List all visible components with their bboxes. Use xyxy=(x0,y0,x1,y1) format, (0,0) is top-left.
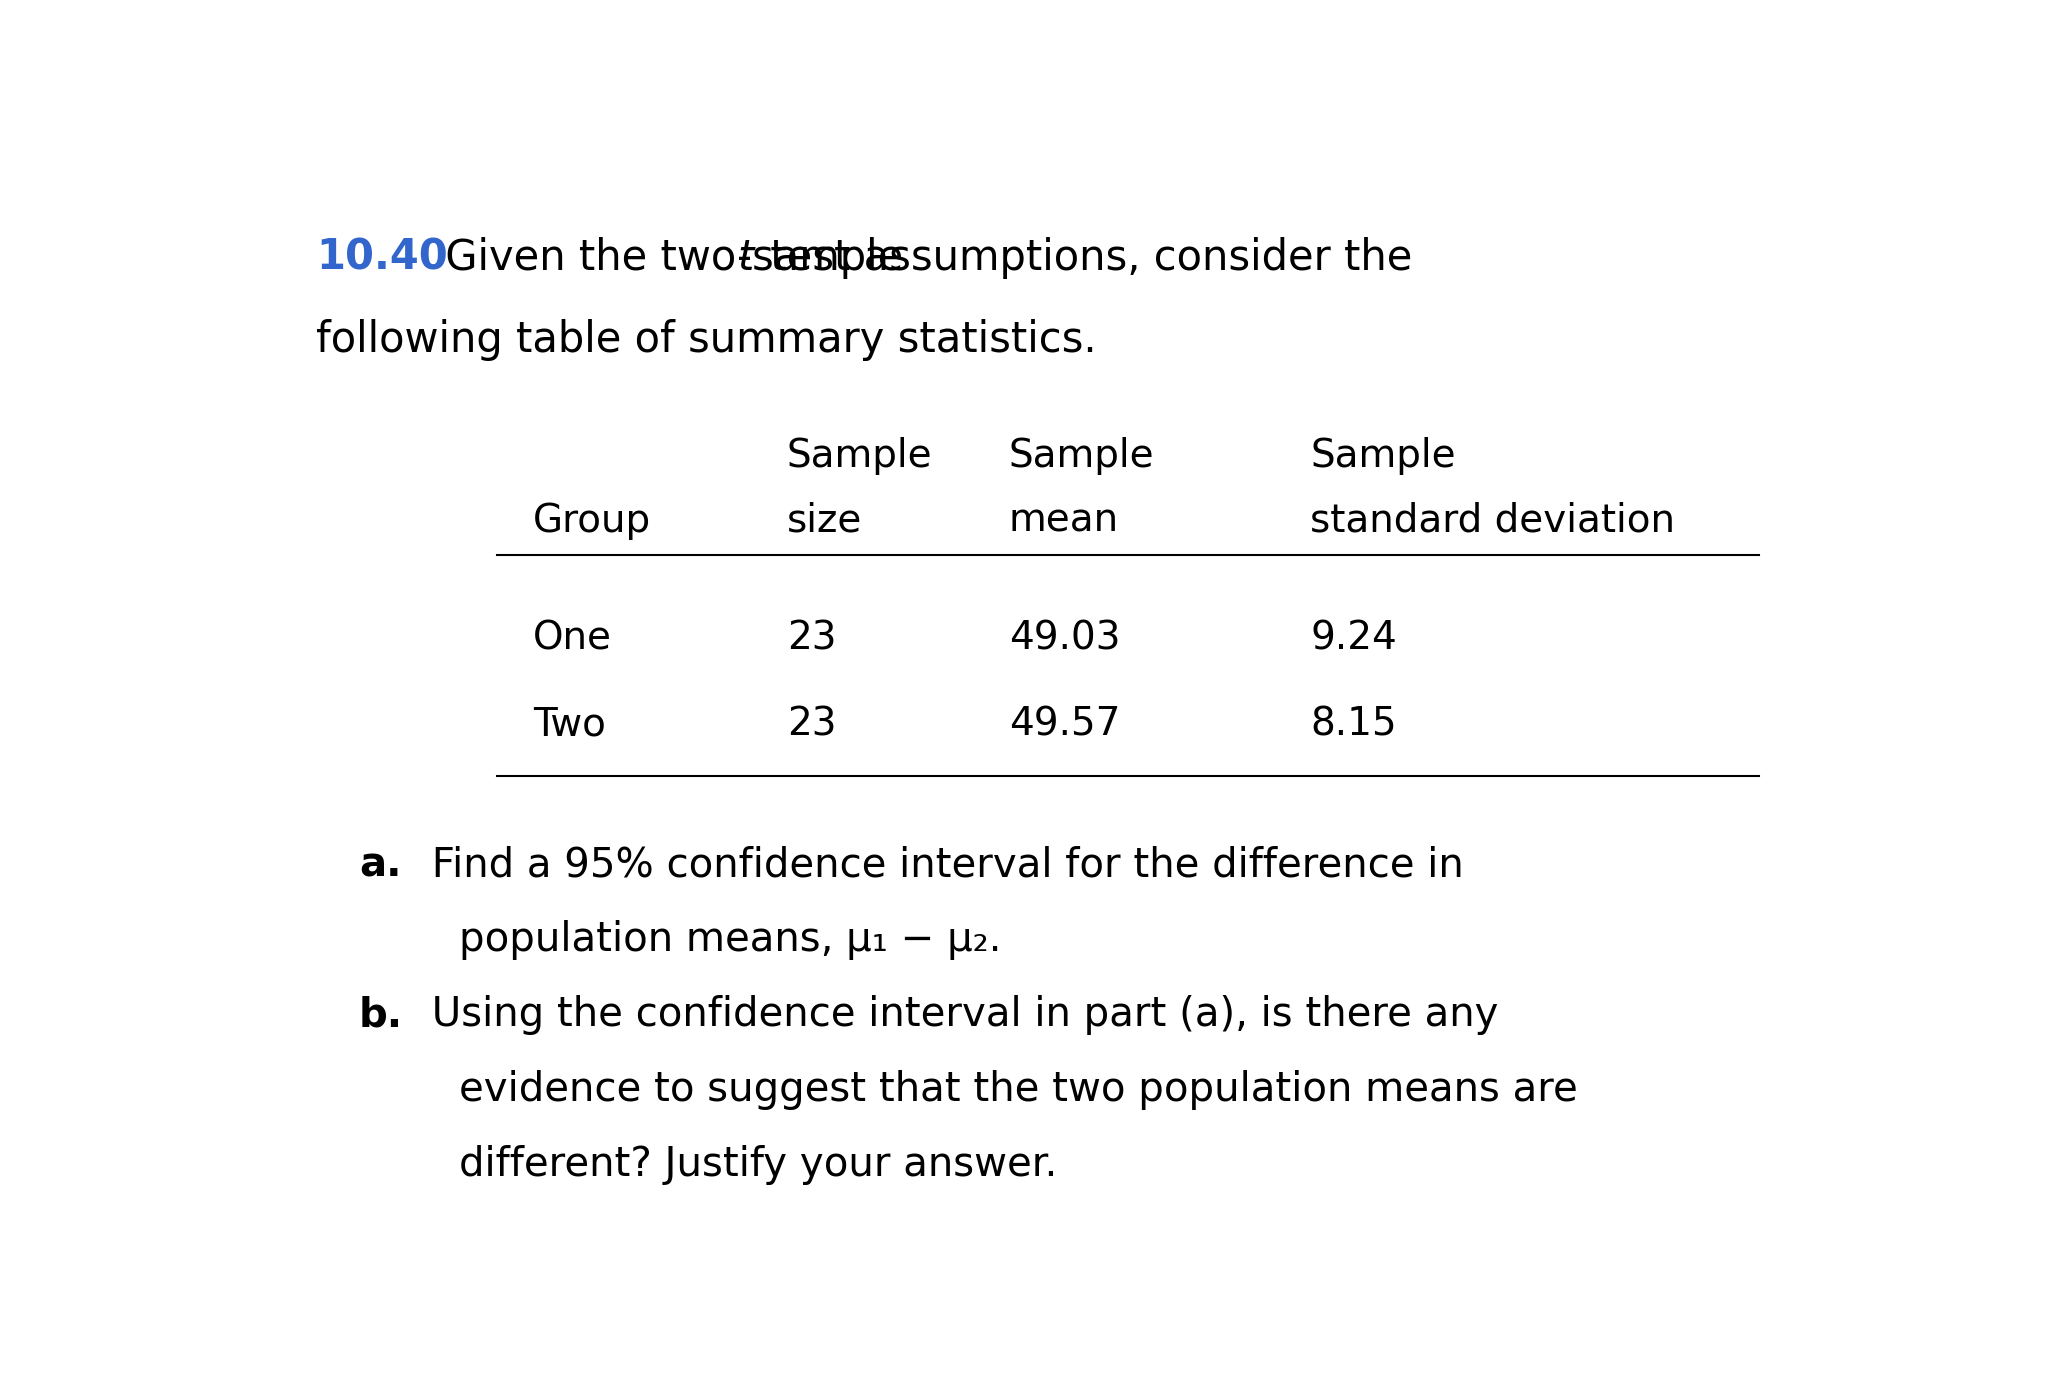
Text: mean: mean xyxy=(1009,501,1119,540)
Text: t: t xyxy=(739,237,755,279)
Text: Sample: Sample xyxy=(1009,437,1154,475)
Text: 23: 23 xyxy=(788,706,837,744)
Text: Given the two-sample: Given the two-sample xyxy=(432,237,917,279)
Text: size: size xyxy=(788,501,861,540)
Text: 10.40: 10.40 xyxy=(315,237,448,279)
Text: test assumptions, consider the: test assumptions, consider the xyxy=(757,237,1412,279)
Text: Two: Two xyxy=(534,706,606,744)
Text: Sample: Sample xyxy=(788,437,933,475)
Text: evidence to suggest that the two population means are: evidence to suggest that the two populat… xyxy=(458,1070,1577,1110)
Text: 49.57: 49.57 xyxy=(1009,706,1121,744)
Text: Group: Group xyxy=(534,501,651,540)
Text: a.: a. xyxy=(358,846,401,885)
Text: following table of summary statistics.: following table of summary statistics. xyxy=(315,319,1097,361)
Text: population means, μ₁ − μ₂.: population means, μ₁ − μ₂. xyxy=(458,921,1000,960)
Text: Find a 95% confidence interval for the difference in: Find a 95% confidence interval for the d… xyxy=(419,846,1463,885)
Text: different? Justify your answer.: different? Justify your answer. xyxy=(458,1145,1058,1185)
Text: b.: b. xyxy=(358,995,403,1035)
Text: One: One xyxy=(534,620,612,657)
Text: standard deviation: standard deviation xyxy=(1309,501,1676,540)
Text: 9.24: 9.24 xyxy=(1309,620,1397,657)
Text: Sample: Sample xyxy=(1309,437,1457,475)
Text: 8.15: 8.15 xyxy=(1309,706,1397,744)
Text: 23: 23 xyxy=(788,620,837,657)
Text: Using the confidence interval in part (a), is there any: Using the confidence interval in part (a… xyxy=(419,995,1498,1035)
Text: 49.03: 49.03 xyxy=(1009,620,1121,657)
